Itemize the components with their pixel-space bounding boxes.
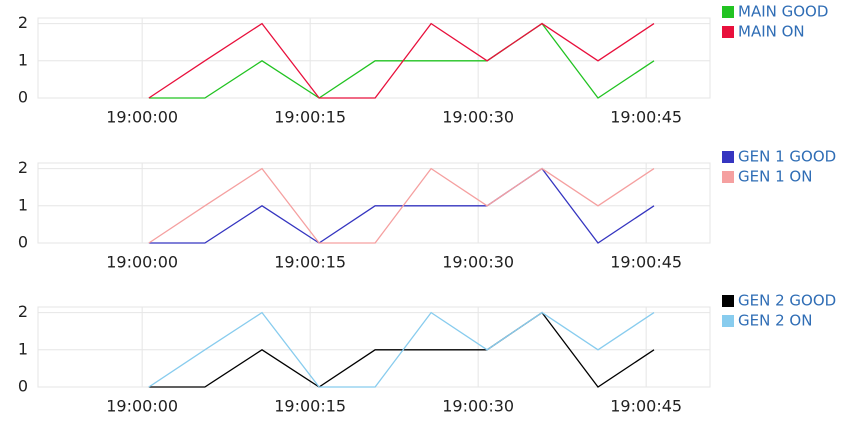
legend-label: GEN 2 GOOD [738,292,836,310]
y-tick-label: 1 [18,339,28,358]
series-line [148,167,655,244]
x-tick-label: 19:00:15 [274,253,346,272]
plot-area [37,306,711,388]
y-tick-label: 2 [18,302,28,321]
x-tick-label: 19:00:30 [442,108,514,127]
x-tick-label: 19:00:15 [274,397,346,416]
x-tick-label: 19:00:45 [610,108,682,127]
y-tick-label: 1 [18,50,28,69]
legend-label: GEN 1 GOOD [738,148,836,166]
y-tick-label: 1 [18,195,28,214]
plot-area [37,17,711,99]
x-tick-label: 19:00:45 [610,253,682,272]
y-tick-label: 0 [18,88,28,107]
legend-swatch [722,295,734,307]
x-tick-label: 19:00:00 [106,397,178,416]
legend-swatch [722,6,734,18]
series-line [148,22,655,99]
y-tick-label: 0 [18,377,28,396]
legend-label: MAIN ON [738,23,805,41]
legend-swatch [722,171,734,183]
x-tick-label: 19:00:15 [274,108,346,127]
x-tick-label: 19:00:30 [442,397,514,416]
y-tick-label: 0 [18,233,28,252]
legend-label: GEN 1 ON [738,168,812,186]
legend-swatch [722,26,734,38]
x-tick-label: 19:00:00 [106,108,178,127]
plot-area [37,162,711,244]
x-tick-label: 19:00:30 [442,253,514,272]
y-tick-label: 2 [18,13,28,32]
legend-label: GEN 2 ON [738,312,812,330]
legend-swatch [722,151,734,163]
x-tick-label: 19:00:45 [610,397,682,416]
series-line [148,311,655,388]
legend-swatch [722,315,734,327]
legend-label: MAIN GOOD [738,3,828,21]
x-tick-label: 19:00:00 [106,253,178,272]
y-tick-label: 2 [18,158,28,177]
